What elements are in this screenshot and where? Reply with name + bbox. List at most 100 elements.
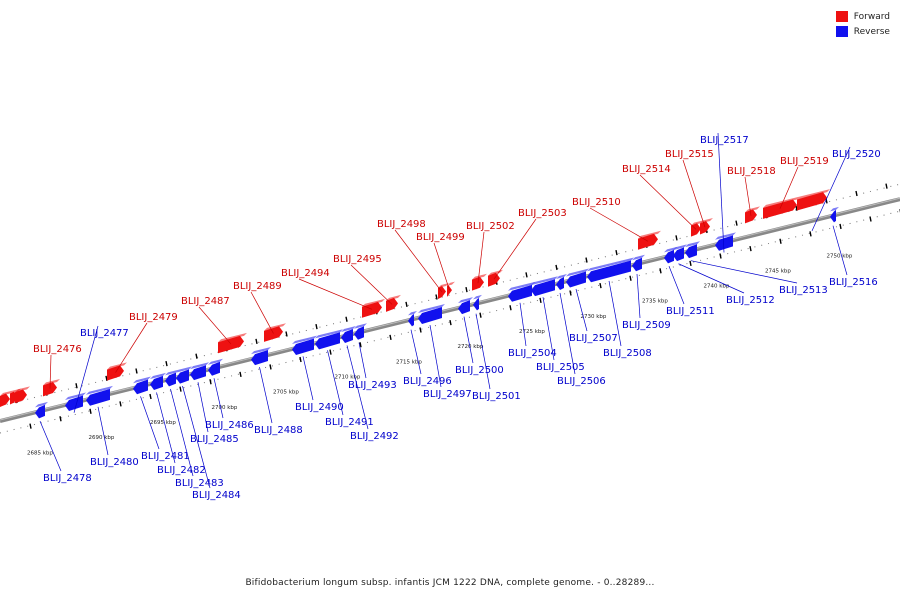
minor-tick [719, 253, 722, 259]
gene-top-face [35, 401, 48, 408]
gene-block [386, 294, 401, 312]
gene-top-face [418, 304, 445, 313]
gene-connector [140, 396, 160, 450]
gene-connector [302, 356, 314, 401]
label-layer: BLIJ_2476BLIJ_2477BLIJ_2478BLIJ_2479BLIJ… [33, 132, 881, 501]
gene-top-face [43, 378, 60, 386]
gene-layer [0, 189, 839, 419]
gene-top-face [587, 257, 634, 272]
gene-top-face [133, 376, 151, 384]
forward-track [0, 183, 900, 407]
gene-block [362, 298, 385, 318]
gene-block [715, 232, 736, 251]
blij-2520-block [797, 192, 827, 211]
blij-2480-block [86, 388, 110, 406]
gene-label-blij-2507: BLIJ_2507 [569, 333, 618, 344]
gene-connector [493, 218, 537, 280]
gene-label-blij-2499: BLIJ_2499 [416, 232, 465, 243]
minor-tick [239, 371, 242, 377]
gene-top-face [638, 230, 661, 239]
gene-block [763, 196, 800, 219]
legend-label-forward: Forward [853, 11, 890, 22]
blij-2506-block [556, 276, 564, 290]
gene-connector [39, 421, 62, 472]
gene-label-blij-2509: BLIJ_2509 [622, 320, 671, 331]
gene-label-blij-2483: BLIJ_2483 [175, 478, 224, 489]
minor-tick [479, 312, 482, 318]
gene-top-face [508, 281, 535, 291]
minor-tick [749, 245, 752, 252]
gene-block [508, 281, 535, 302]
gene-top-face [556, 273, 567, 279]
gene-block [587, 257, 634, 283]
blij-2479-block [107, 365, 124, 381]
gene-connector [429, 324, 442, 388]
blij-2516-block [830, 209, 836, 223]
gene-top-face [251, 346, 271, 355]
minor-tick [809, 231, 812, 237]
gene-top-face [65, 392, 86, 400]
gene-top-face [691, 220, 704, 226]
backbone-highlight [0, 197, 900, 421]
gene-top-face [315, 329, 343, 339]
minor-tick [449, 319, 452, 326]
gene-connector [542, 297, 555, 361]
gene-label-blij-2477: BLIJ_2477 [80, 328, 129, 339]
gene-top-face [107, 362, 127, 370]
gene-label-blij-2511: BLIJ_2511 [666, 306, 715, 317]
gene-connector [197, 382, 209, 433]
genome-caption: Bifidobacterium longum subsp. infantis J… [245, 578, 655, 588]
gene-connector [678, 263, 745, 294]
gene-top-face [685, 241, 700, 248]
gene-block [473, 294, 482, 311]
gene-top-face [264, 323, 286, 331]
gene-label-blij-2502: BLIJ_2502 [466, 221, 515, 232]
minor-tick [869, 216, 872, 222]
gene-connector [394, 229, 443, 293]
gene-label-blij-2479: BLIJ_2479 [129, 312, 178, 323]
blij-2508-block [587, 260, 631, 283]
gene-connector [259, 366, 273, 424]
gene-label-blij-2490: BLIJ_2490 [295, 402, 344, 413]
gene-block [418, 304, 445, 324]
gene-block [133, 376, 151, 395]
blij-2511-block [664, 249, 674, 264]
gene-label-blij-2503: BLIJ_2503 [518, 208, 567, 219]
minor-tick [615, 250, 618, 256]
gene-connector [519, 302, 527, 347]
blij-2497-block [418, 307, 442, 324]
gene-top-face [386, 294, 401, 301]
gene-label-blij-2480: BLIJ_2480 [90, 457, 139, 468]
gene-label-blij-2513: BLIJ_2513 [779, 285, 828, 296]
gene-block [251, 346, 271, 366]
tick-label: 2705 kbp [273, 390, 299, 396]
gene-block [447, 281, 455, 297]
gene-top-face [458, 297, 473, 304]
minor-tick [149, 393, 152, 400]
blij-2517-block [715, 235, 733, 251]
gene-connector [73, 325, 99, 413]
minor-tick [675, 235, 678, 241]
gene-block-face [0, 393, 10, 407]
legend-item-reverse: Reverse [835, 24, 890, 39]
gene-label-blij-2478: BLIJ_2478 [43, 473, 92, 484]
blij-2499-block [447, 284, 452, 297]
gene-block [556, 273, 567, 290]
minor-tick [209, 379, 212, 385]
gene-connector [463, 316, 474, 364]
gene-label-blij-2485: BLIJ_2485 [190, 434, 239, 445]
blij-2507-block [566, 271, 586, 288]
gene-block [408, 310, 417, 327]
gene-top-face [150, 372, 166, 380]
gene-label-blij-2520: BLIJ_2520 [832, 149, 881, 160]
gene-label-blij-2481: BLIJ_2481 [141, 451, 190, 462]
gene-connector [358, 342, 367, 379]
gene-label-blij-2512: BLIJ_2512 [726, 295, 775, 306]
gene-label-blij-2518: BLIJ_2518 [727, 166, 776, 177]
gene-connector [717, 132, 725, 253]
tick-label: 2735 kbp [642, 299, 668, 305]
gene-block [745, 206, 760, 224]
reverse-swatch [835, 26, 848, 37]
